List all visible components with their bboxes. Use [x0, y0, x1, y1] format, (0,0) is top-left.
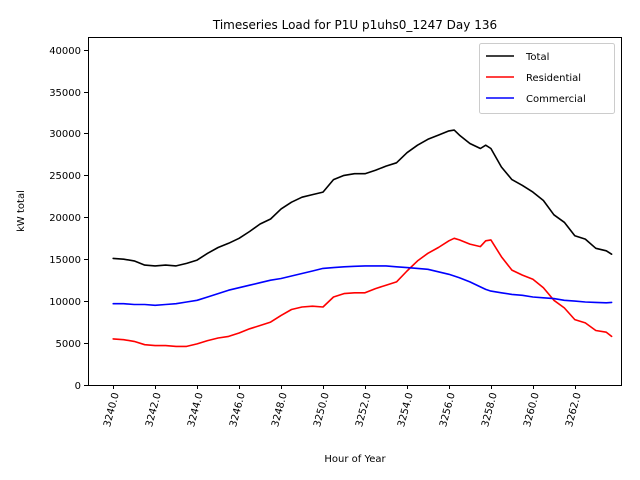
x-tick-label: 3252.0 — [354, 392, 374, 429]
x-tick-label: 3260.0 — [522, 392, 542, 429]
x-tick-label: 3240.0 — [102, 392, 122, 429]
y-tick-label: 30000 — [49, 129, 81, 140]
y-tick-label: 5000 — [56, 339, 81, 350]
x-tick-label: 3248.0 — [270, 392, 290, 429]
x-axis-label: Hour of Year — [324, 454, 386, 465]
legend-label-total: Total — [525, 52, 549, 63]
x-tick-label: 3254.0 — [396, 392, 416, 429]
x-tick-label: 3242.0 — [144, 392, 164, 429]
x-tick-label: 3256.0 — [438, 392, 458, 429]
legend: Total Residential Commercial — [479, 43, 615, 114]
x-tick-label: 3250.0 — [312, 392, 332, 429]
x-tick-label: 3246.0 — [228, 392, 248, 429]
y-axis: 0 5000 10000 15000 20000 25000 30000 35000 40000 — [49, 46, 88, 392]
x-axis: 3240.0 3242.0 3244.0 3246.0 3248.0 3250.0 3252… — [102, 385, 584, 428]
plot-area — [88, 37, 622, 386]
y-tick-label: 10000 — [49, 297, 81, 308]
series-line-residential — [112, 237, 613, 348]
x-tick-label: 3258.0 — [480, 392, 500, 429]
y-tick-label: 15000 — [49, 255, 81, 266]
y-tick-label: 35000 — [49, 88, 81, 99]
x-tick-label: 3262.0 — [564, 392, 584, 429]
series-line-commercial — [112, 265, 613, 307]
y-tick-label: 20000 — [49, 213, 81, 224]
legend-label-residential: Residential — [526, 73, 581, 84]
legend-label-commercial: Commercial — [526, 94, 586, 105]
y-tick-label: 25000 — [49, 171, 81, 182]
legend-frame — [479, 43, 615, 114]
y-tick-label: 0 — [75, 381, 81, 392]
y-axis-label: kW total — [16, 190, 27, 232]
x-tick-label: 3244.0 — [186, 392, 206, 429]
y-tick-label: 40000 — [49, 46, 81, 57]
series-line-total — [112, 129, 613, 267]
chart-title: Timeseries Load for P1U p1uhs0_1247 Day … — [212, 18, 497, 32]
series-layer — [112, 129, 613, 348]
